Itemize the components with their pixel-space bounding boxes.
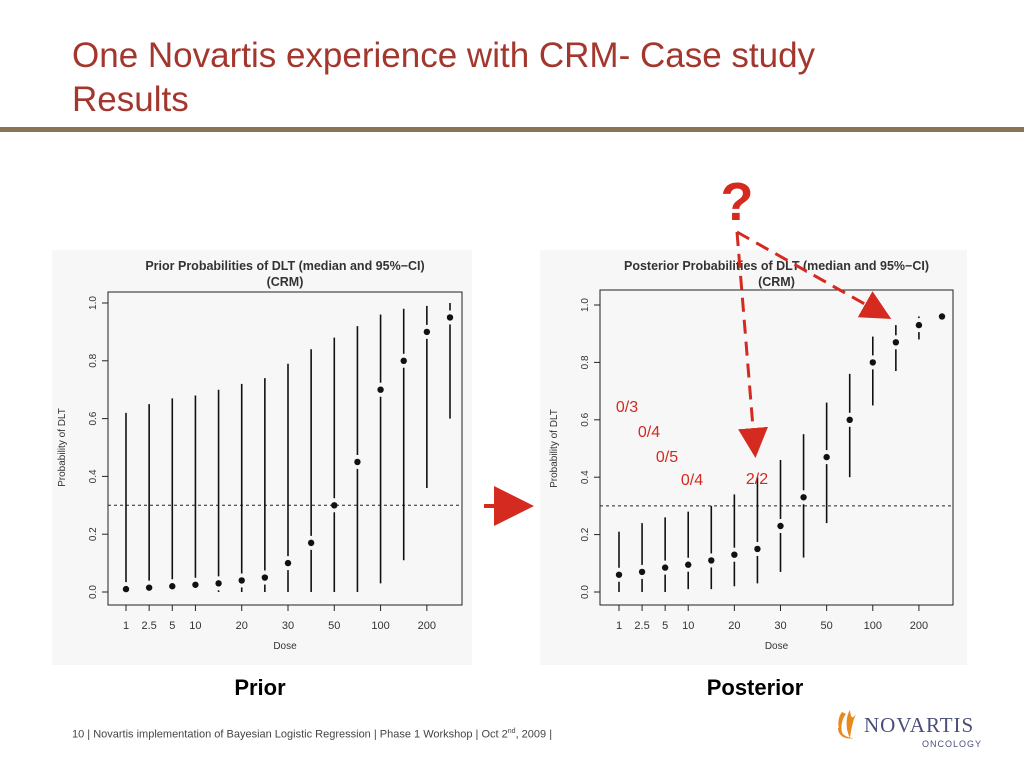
chart-caption: Prior [234, 675, 286, 700]
y-tick-label: 0.2 [88, 527, 99, 541]
observed-dlt-label: 0/4 [681, 472, 703, 489]
slide-title-line-2: Results [72, 80, 189, 119]
median-point [915, 321, 923, 329]
chart-title: Posterior Probabilities of DLT (median a… [624, 259, 929, 273]
x-axis-label: Dose [765, 641, 789, 652]
x-tick-label: 10 [682, 620, 694, 632]
title-divider [0, 127, 1024, 132]
chart-subtitle: (CRM) [267, 275, 304, 289]
x-tick-label: 200 [418, 620, 436, 632]
chart-background [52, 250, 472, 665]
median-point [869, 359, 876, 366]
median-point [169, 583, 176, 590]
y-tick-label: 0.4 [88, 469, 99, 483]
median-point [731, 551, 738, 558]
slide-title-line-1: One Novartis experience with CRM- Case s… [72, 36, 816, 75]
plot-frame [599, 289, 954, 606]
x-tick-label: 200 [910, 620, 928, 632]
y-tick-label: 0.6 [580, 412, 591, 426]
logo-wordmark: NOVARTIS [864, 713, 975, 737]
median-point [354, 458, 361, 466]
median-point [638, 568, 646, 576]
observed-dlt-label: 0/4 [638, 424, 660, 441]
y-tick-label: 0.8 [580, 355, 591, 369]
median-point [307, 539, 315, 547]
median-point [823, 453, 830, 461]
y-axis-label: Probability of DLT [57, 408, 68, 487]
chart-title: Prior Probabilities of DLT (median and 9… [145, 259, 424, 273]
median-point [377, 386, 384, 393]
y-tick-label: 1.0 [88, 296, 99, 310]
y-tick-label: 0.0 [88, 585, 99, 599]
prior-chart: Prior Probabilities of DLT (median and 9… [52, 250, 472, 700]
footer-page-number: 10 [72, 728, 85, 741]
y-axis-label: Probability of DLT [549, 409, 560, 488]
x-tick-label: 50 [821, 620, 833, 632]
question-mark: ? [721, 172, 754, 232]
x-tick-label: 5 [169, 620, 175, 632]
median-point [615, 571, 623, 578]
x-tick-label: 2.5 [141, 620, 156, 632]
x-tick-label: 100 [864, 620, 882, 632]
x-tick-label: 100 [371, 620, 389, 632]
chart-background [540, 250, 967, 665]
median-point [800, 494, 807, 501]
y-tick-label: 0.0 [580, 585, 591, 599]
y-tick-label: 1.0 [580, 298, 591, 312]
median-point [846, 416, 853, 423]
median-point [145, 584, 153, 591]
x-tick-label: 30 [774, 620, 786, 632]
dashed-arrow-to-dose-7 [735, 231, 768, 458]
footer-tail: , 2009 | [515, 728, 553, 741]
median-point [446, 314, 454, 321]
median-point [192, 581, 199, 588]
dashed-arrow-to-high-doses [736, 230, 892, 319]
y-tick-label: 0.6 [88, 411, 99, 425]
x-tick-label: 5 [662, 620, 668, 632]
median-point [777, 522, 784, 530]
median-point [423, 328, 431, 336]
median-point [892, 339, 900, 346]
median-point [708, 557, 715, 564]
median-point [685, 561, 692, 568]
x-tick-label: 2.5 [634, 620, 649, 632]
median-point [754, 545, 761, 553]
x-tick-label: 50 [328, 620, 340, 632]
observed-dlt-label: 2/2 [746, 471, 768, 488]
observed-dlt-label: 0/3 [616, 399, 638, 416]
x-tick-label: 20 [728, 620, 740, 632]
chart-caption: Posterior [707, 675, 804, 700]
y-tick-label: 0.2 [580, 527, 591, 541]
footer: 10 | Novartis implementation of Bayesian… [72, 728, 552, 741]
footer-sup: nd [507, 728, 516, 735]
median-point [400, 357, 407, 364]
median-point [215, 580, 222, 587]
logo-subtitle: ONCOLOGY [922, 739, 983, 749]
y-tick-label: 0.4 [580, 470, 591, 484]
median-point [122, 585, 130, 593]
annotations: ?0/30/40/50/4 2/2 [484, 172, 892, 526]
novartis-flame-icon [838, 710, 856, 739]
x-tick-label: 1 [123, 620, 129, 632]
x-axis-label: Dose [273, 641, 297, 652]
plot-frame [107, 291, 463, 606]
footer-text: | Novartis implementation of Bayesian Lo… [84, 728, 508, 741]
x-tick-label: 30 [282, 620, 294, 632]
x-tick-label: 10 [189, 620, 201, 632]
slide-title: One Novartis experience with CRM- Case s… [72, 34, 972, 122]
x-tick-label: 20 [236, 620, 248, 632]
x-tick-label: 1 [616, 620, 622, 632]
median-point [331, 502, 338, 509]
posterior-chart: Posterior Probabilities of DLT (median a… [540, 250, 967, 700]
median-point [661, 564, 669, 571]
observed-dlt-label: 0/5 [656, 449, 678, 466]
chart-subtitle: (CRM) [758, 275, 795, 289]
median-point [284, 559, 292, 567]
median-point [938, 313, 946, 320]
y-tick-label: 0.8 [88, 353, 99, 367]
median-point [238, 577, 245, 584]
novartis-logo: NOVARTIS ONCOLOGY [832, 706, 992, 754]
median-point [261, 574, 269, 581]
